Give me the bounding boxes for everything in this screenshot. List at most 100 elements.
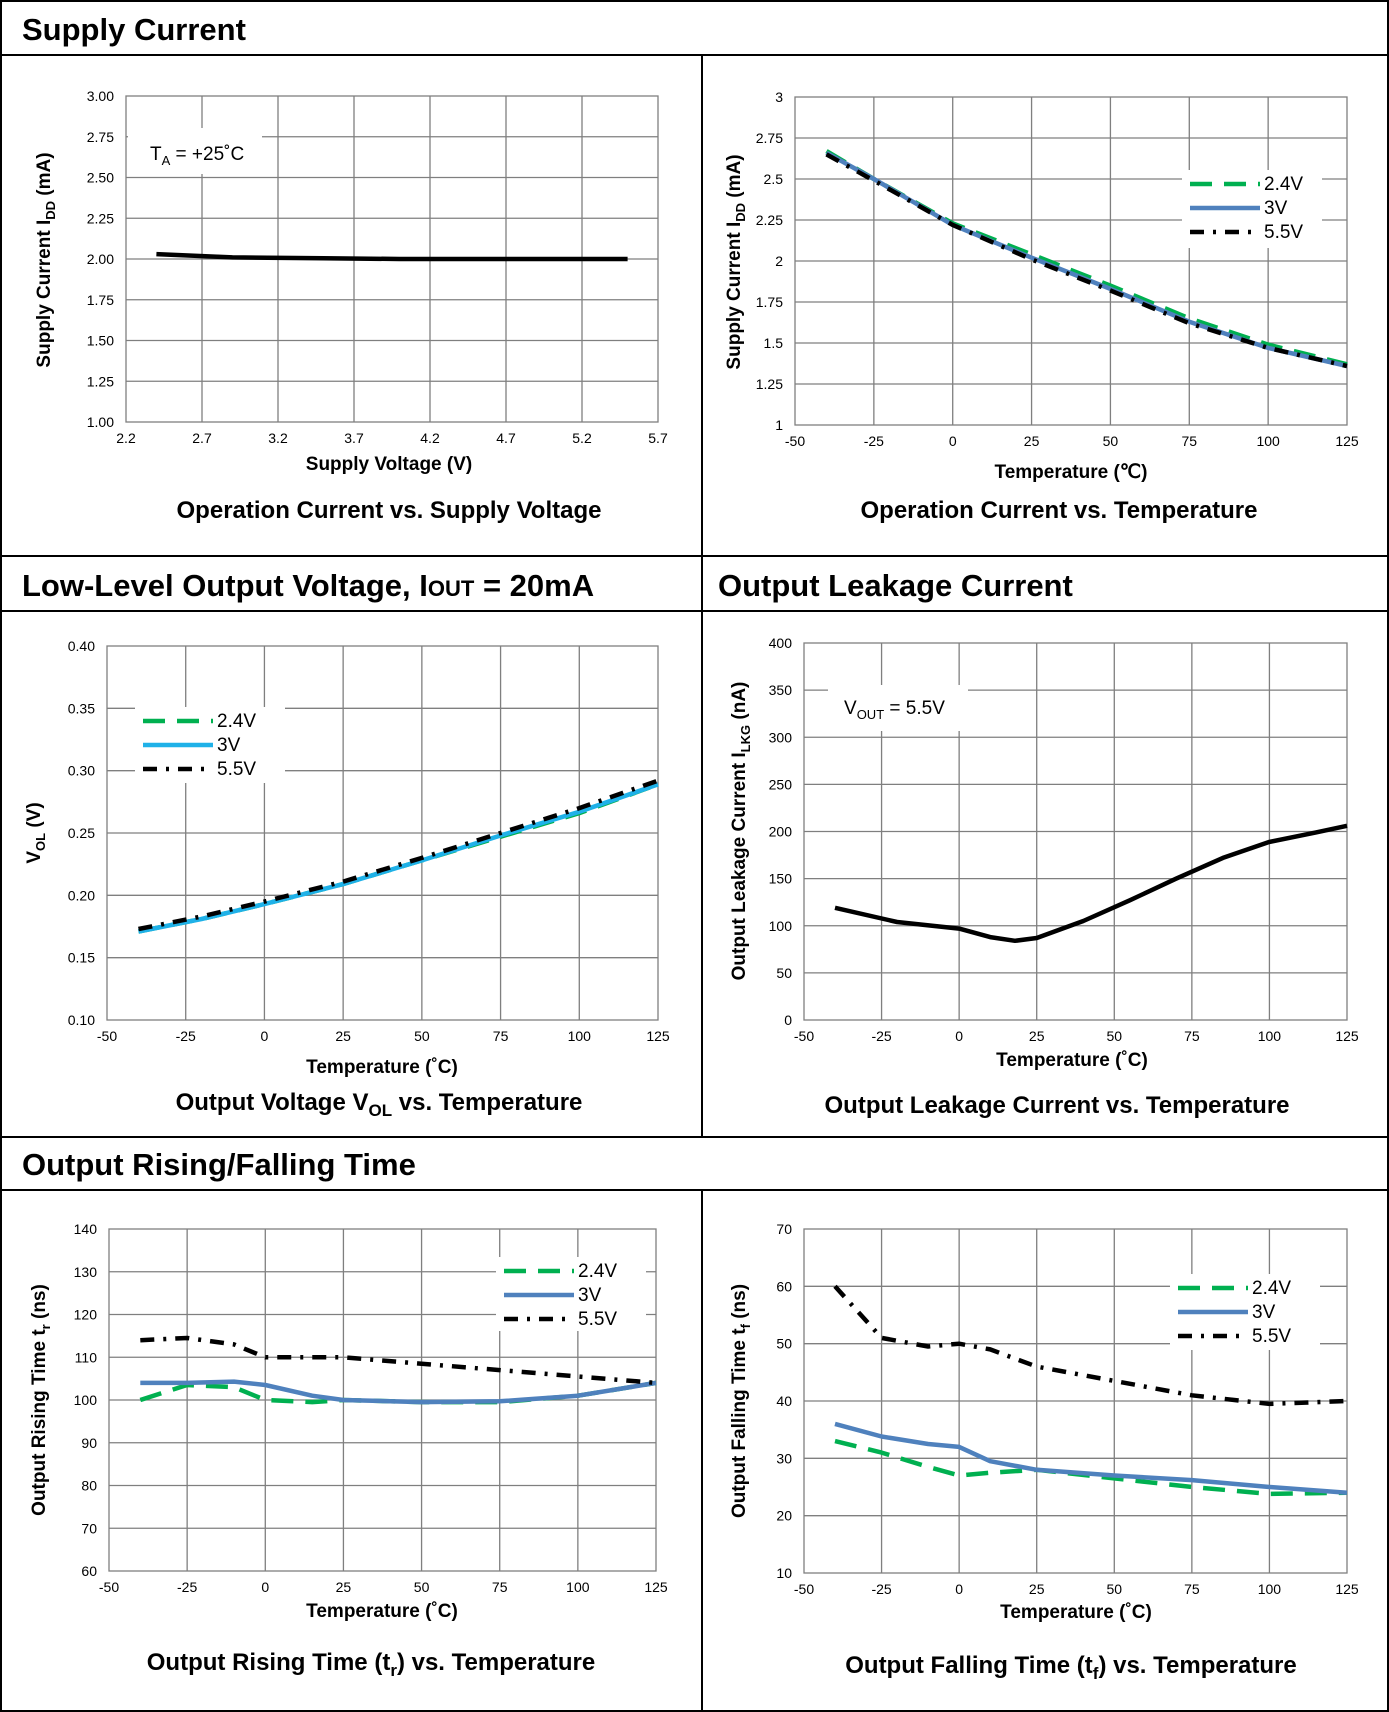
y-axis-title-sub: OL <box>33 833 48 851</box>
y-tick-label: 70 <box>81 1520 97 1536</box>
y-tick-label: 1.5 <box>764 335 784 351</box>
series-line-3V <box>834 1421 1348 1495</box>
series-line-3V <box>140 1379 657 1405</box>
x-tick-label: 2.7 <box>192 430 212 446</box>
y-axis-title-main: Output Rising Time t <box>29 1329 50 1516</box>
y-tick-label: 70 <box>776 1221 792 1237</box>
x-tick-label: -50 <box>97 1028 117 1044</box>
series-line-5_5V <box>833 1284 1348 1407</box>
y-tick-label: 0.20 <box>68 887 95 903</box>
y-tick-label: 1.50 <box>87 333 114 349</box>
chart-operation-current-vs-supply-voltage: 2.2 2.7 3.2 3.7 4.2 4.7 5.2 5.7 1.00 1.25 1.50 1.75… <box>34 88 668 475</box>
y-tick-label: 1.25 <box>87 373 114 389</box>
y-axis-title-main: Supply Current I <box>34 220 55 368</box>
y-axis-title-unit: (ns) <box>29 1284 50 1324</box>
x-tick-label: 50 <box>414 1579 430 1595</box>
x-tick-label: 100 <box>566 1579 590 1595</box>
y-tick-label: 50 <box>776 1336 792 1352</box>
y-axis-title-main: Supply Current I <box>724 222 745 370</box>
legend-label: 2.4V <box>1252 1278 1291 1299</box>
y-axis-title: Output Rising Time tr (ns) <box>29 1284 53 1516</box>
y-axis-title: Supply Current IDD (mA) <box>34 152 58 367</box>
y-tick-label: 10 <box>776 1565 792 1581</box>
plot-frame <box>803 1228 1348 1574</box>
legend-label: 5.5V <box>1252 1326 1291 1347</box>
x-tick-label: 0 <box>261 1579 269 1595</box>
x-tick-label: 100 <box>1258 1028 1282 1044</box>
y-tick-label: 60 <box>81 1563 97 1579</box>
caption-3-a: Output Voltage V <box>176 1089 369 1116</box>
low-level-tail: = 20mA <box>474 568 594 603</box>
x-tick-label: 125 <box>1335 1028 1359 1044</box>
y-tick-label: 1.25 <box>756 376 783 392</box>
low-level-iout-sub: OUT <box>428 576 475 601</box>
legend-label: 3V <box>1252 1302 1276 1323</box>
y-tick-label: 1 <box>775 417 783 433</box>
x-tick-label: -50 <box>99 1579 119 1595</box>
legend-label: 2.4V <box>217 711 256 732</box>
y-tick-label: 0.15 <box>68 950 95 966</box>
y-axis-title-main: Output Leakage Current I <box>729 752 750 980</box>
x-tick-label: 0 <box>949 433 957 449</box>
y-tick-label: 3 <box>775 89 783 105</box>
y-tick-label: 2.75 <box>756 130 783 146</box>
section-header-supply-current: Supply Current <box>22 12 246 47</box>
plot-frame <box>125 95 659 423</box>
y-tick-label: 400 <box>769 635 793 651</box>
legend-label: 3V <box>217 735 241 756</box>
x-axis-title: Temperature (˚C) <box>1000 1602 1152 1623</box>
y-tick-label: 90 <box>81 1435 97 1451</box>
y-tick-label: 2.25 <box>756 212 783 228</box>
x-tick-label: 125 <box>644 1579 668 1595</box>
y-tick-label: 0.10 <box>68 1012 95 1028</box>
y-tick-label: 200 <box>769 824 793 840</box>
series-line-main <box>156 251 628 262</box>
x-tick-label: -50 <box>785 433 805 449</box>
x-tick-label: 3.2 <box>268 430 288 446</box>
caption-5-b: ) vs. Temperature <box>397 1649 595 1676</box>
plot-frame <box>803 642 1348 1021</box>
y-tick-label: 1.75 <box>756 294 783 310</box>
x-tick-label: 4.2 <box>420 430 440 446</box>
caption-6-sub: f <box>1093 1664 1099 1683</box>
x-tick-label: 25 <box>1024 433 1040 449</box>
y-tick-label: 0.30 <box>68 763 95 779</box>
annotation-value: = +25˚C <box>170 144 244 165</box>
y-axis-title-sub: DD <box>43 201 58 220</box>
y-tick-label: 2.5 <box>764 171 784 187</box>
y-tick-label: 2.00 <box>87 251 114 267</box>
caption-3-sub: OL <box>368 1101 392 1120</box>
low-level-title: Low-Level Output Voltage, <box>22 568 419 603</box>
x-axis-title: Temperature (˚C) <box>306 1057 458 1078</box>
caption-output-falling-time-vs-temperature: Output Falling Time (tf) vs. Temperature <box>845 1652 1297 1683</box>
y-tick-label: 250 <box>769 776 793 792</box>
y-tick-label: 2 <box>775 253 783 269</box>
caption-6-b: ) vs. Temperature <box>1098 1652 1296 1679</box>
caption-output-leakage-current-vs-temperature: Output Leakage Current vs. Temperature <box>825 1092 1290 1119</box>
y-axis-title: VOL (V) <box>24 802 48 863</box>
series-line-main <box>834 823 1348 944</box>
x-tick-label: -25 <box>176 1028 196 1044</box>
x-tick-label: 50 <box>1103 433 1119 449</box>
x-tick-label: 75 <box>493 1028 509 1044</box>
caption-output-rising-time-vs-temperature: Output Rising Time (tr) vs. Temperature <box>147 1649 595 1680</box>
y-tick-label: 120 <box>74 1307 98 1323</box>
y-axis-title-sub: LKG <box>738 725 753 752</box>
x-tick-label: 25 <box>335 1028 351 1044</box>
section-header-leakage: Output Leakage Current <box>718 568 1073 603</box>
x-tick-label: 75 <box>492 1579 508 1595</box>
chart-output-falling-time-vs-temperature: -50 -25 0 25 50 75 100 125 10 20 30 40 50 60 70 Tempera… <box>729 1221 1359 1623</box>
low-level-iout: I <box>419 568 428 603</box>
annotation-value: = 5.5V <box>884 698 945 719</box>
y-axis-title: Output Falling Time tf (ns) <box>729 1284 753 1518</box>
x-tick-label: 0 <box>955 1581 963 1597</box>
x-axis-title: Temperature (˚C) <box>306 1601 458 1622</box>
x-tick-label: -50 <box>794 1581 814 1597</box>
y-tick-label: 20 <box>776 1508 792 1524</box>
section-header-low-level-output-voltage: Low-Level Output Voltage, IOUT = 20mA <box>22 568 594 603</box>
x-tick-label: 75 <box>1181 433 1197 449</box>
y-axis-title: Output Leakage Current ILKG (nA) <box>729 682 753 981</box>
caption-5-sub: r <box>390 1661 397 1680</box>
